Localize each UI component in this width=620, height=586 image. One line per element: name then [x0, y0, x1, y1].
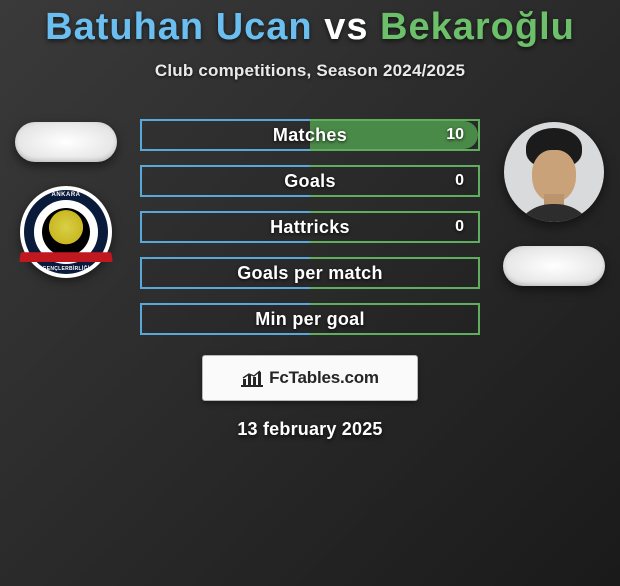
stat-row: Goals per match	[140, 257, 480, 289]
club-badge-band	[19, 252, 113, 262]
stat-value-right: 0	[455, 218, 464, 236]
watermark-box: FcTables.com	[202, 355, 418, 401]
club-badge-center	[42, 208, 90, 256]
right-player-column	[494, 122, 614, 286]
stat-value-right: 10	[446, 126, 464, 144]
comparison-title: Batuhan Ucan vs Bekaroğlu	[0, 6, 620, 49]
stat-row: Matches 10	[140, 119, 480, 151]
club-badge-text-top: ANKARA	[52, 192, 81, 198]
player1-avatar-placeholder	[15, 122, 117, 162]
player1-club-badge: ANKARA GENÇLERBİRLİĞİ	[20, 186, 112, 278]
title-vs: vs	[324, 6, 368, 48]
player2-avatar	[504, 122, 604, 222]
stat-row: Min per goal	[140, 303, 480, 335]
stat-label: Min per goal	[255, 309, 365, 330]
watermark-brand: FcTables.com	[269, 368, 379, 388]
stats-container: Matches 10 Goals 0 Hattricks 0 Goals per match…	[140, 119, 480, 335]
bar-chart-icon	[241, 369, 263, 387]
player2-club-placeholder	[503, 246, 605, 286]
stat-value-right: 0	[455, 172, 464, 190]
stat-label: Hattricks	[270, 217, 350, 238]
stat-label: Matches	[273, 125, 347, 146]
stat-label: Goals per match	[237, 263, 383, 284]
snapshot-date: 13 february 2025	[0, 419, 620, 440]
stat-row: Goals 0	[140, 165, 480, 197]
title-player2: Bekaroğlu	[380, 6, 575, 48]
subtitle: Club competitions, Season 2024/2025	[0, 61, 620, 81]
title-player1: Batuhan Ucan	[45, 6, 312, 48]
left-player-column: ANKARA GENÇLERBİRLİĞİ	[6, 122, 126, 278]
club-badge-text-bottom: GENÇLERBİRLİĞİ	[43, 266, 90, 272]
avatar-shirt	[512, 204, 596, 222]
stat-row: Hattricks 0	[140, 211, 480, 243]
stat-label: Goals	[284, 171, 336, 192]
